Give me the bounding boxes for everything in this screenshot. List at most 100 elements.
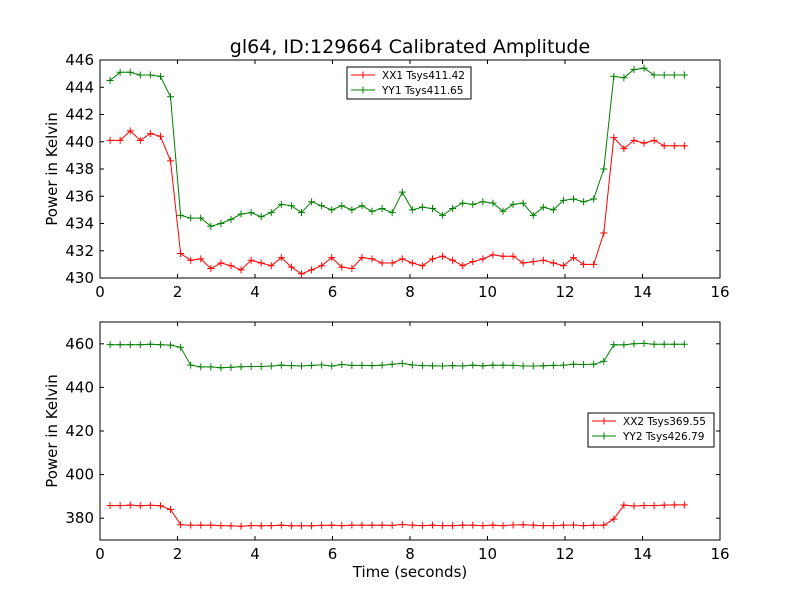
- data-point: [308, 198, 316, 206]
- data-point: [469, 521, 477, 529]
- legend-box: [346, 66, 472, 100]
- y-tick-label: 438: [65, 160, 94, 178]
- data-point: [187, 361, 195, 369]
- data-point: [136, 136, 144, 144]
- data-point: [640, 502, 648, 510]
- data-point: [590, 260, 598, 268]
- data-point: [338, 202, 346, 210]
- data-point: [187, 521, 195, 529]
- y-tick-label: 436: [65, 187, 94, 205]
- data-point: [489, 199, 497, 207]
- data-point: [298, 209, 305, 217]
- x-tick-label: 12: [555, 545, 574, 563]
- data-point: [116, 502, 124, 510]
- x-tick-label: 16: [710, 545, 729, 563]
- data-point: [388, 521, 396, 529]
- data-point: [519, 259, 527, 267]
- data-point: [167, 341, 175, 349]
- data-point: [580, 361, 588, 369]
- data-point: [549, 522, 557, 530]
- data-point: [207, 521, 215, 529]
- data-point: [348, 264, 356, 272]
- data-point: [650, 502, 658, 510]
- data-point: [358, 254, 366, 262]
- data-point: [449, 522, 457, 530]
- data-point: [227, 522, 235, 530]
- data-point: [580, 260, 588, 268]
- data-point: [630, 340, 638, 348]
- data-point: [156, 341, 164, 349]
- data-point: [187, 214, 195, 222]
- data-point: [167, 93, 175, 101]
- data-point: [348, 521, 356, 529]
- y-tick-label: 440: [65, 133, 94, 151]
- data-point: [167, 157, 175, 165]
- data-point: [106, 76, 114, 84]
- y-tick-label: 380: [65, 509, 94, 527]
- data-point: [348, 206, 356, 214]
- x-tick-label: 16: [710, 283, 729, 301]
- data-point: [287, 263, 295, 271]
- y-tick-label: 400: [65, 466, 94, 484]
- data-point: [610, 134, 618, 142]
- data-point: [428, 362, 436, 370]
- data-point: [650, 71, 658, 79]
- data-point: [529, 211, 537, 219]
- data-point: [489, 251, 497, 259]
- x-tick-label: 10: [478, 545, 497, 563]
- legend-label: YY1 Tsys411.65: [381, 85, 463, 97]
- y-axis-label: Power in Kelvin: [43, 374, 61, 488]
- data-point: [328, 254, 336, 262]
- data-point: [247, 209, 255, 217]
- x-tick-label: 4: [250, 283, 260, 301]
- data-point: [559, 361, 567, 369]
- data-point: [126, 341, 134, 349]
- data-point: [156, 132, 164, 140]
- data-point: [338, 361, 346, 369]
- x-tick-label: 2: [173, 283, 183, 301]
- data-point: [428, 255, 436, 263]
- data-point: [136, 71, 144, 79]
- data-point: [156, 72, 164, 80]
- data-point: [378, 361, 386, 369]
- data-point: [328, 206, 336, 214]
- data-point: [126, 127, 134, 135]
- data-point: [368, 255, 376, 263]
- data-point: [670, 340, 678, 348]
- data-point: [630, 502, 638, 510]
- data-point: [197, 521, 205, 529]
- data-point: [388, 360, 396, 368]
- data-point: [509, 200, 517, 208]
- data-point: [318, 262, 326, 270]
- data-point: [348, 361, 356, 369]
- data-point: [680, 340, 688, 348]
- data-point: [247, 256, 255, 264]
- data-point: [499, 207, 507, 215]
- y-tick-label: 442: [65, 106, 94, 124]
- data-point: [227, 262, 235, 270]
- series-1: [106, 127, 688, 278]
- x-tick-label: 14: [633, 283, 652, 301]
- legend-marker: [600, 417, 608, 425]
- data-point: [388, 209, 396, 217]
- legend-label: XX1 Tsys411.42: [382, 70, 465, 82]
- data-point: [237, 266, 245, 274]
- legend: XX2 Tsys369.55 YY2 Tsys426.79: [587, 412, 715, 448]
- x-tick-label: 6: [328, 283, 338, 301]
- data-point: [217, 364, 225, 372]
- data-point: [439, 252, 447, 260]
- data-point: [590, 360, 598, 368]
- y-tick-label: 432: [65, 242, 94, 260]
- data-point: [197, 363, 205, 371]
- x-tick-label: 4: [250, 545, 260, 563]
- chart-title: gl64, ID:129664 Calibrated Amplitude: [230, 36, 590, 58]
- data-point: [479, 255, 487, 263]
- data-point: [328, 362, 336, 370]
- y-tick-label: 446: [65, 51, 94, 69]
- top-plot: 0 2 4 6 8 10 12 14 16 430 432 434 436 438 440 442 444 446…: [43, 51, 730, 301]
- data-point: [570, 254, 578, 262]
- data-point: [398, 188, 406, 196]
- data-point: [388, 259, 396, 267]
- x-axis-label: Time (seconds): [352, 563, 468, 581]
